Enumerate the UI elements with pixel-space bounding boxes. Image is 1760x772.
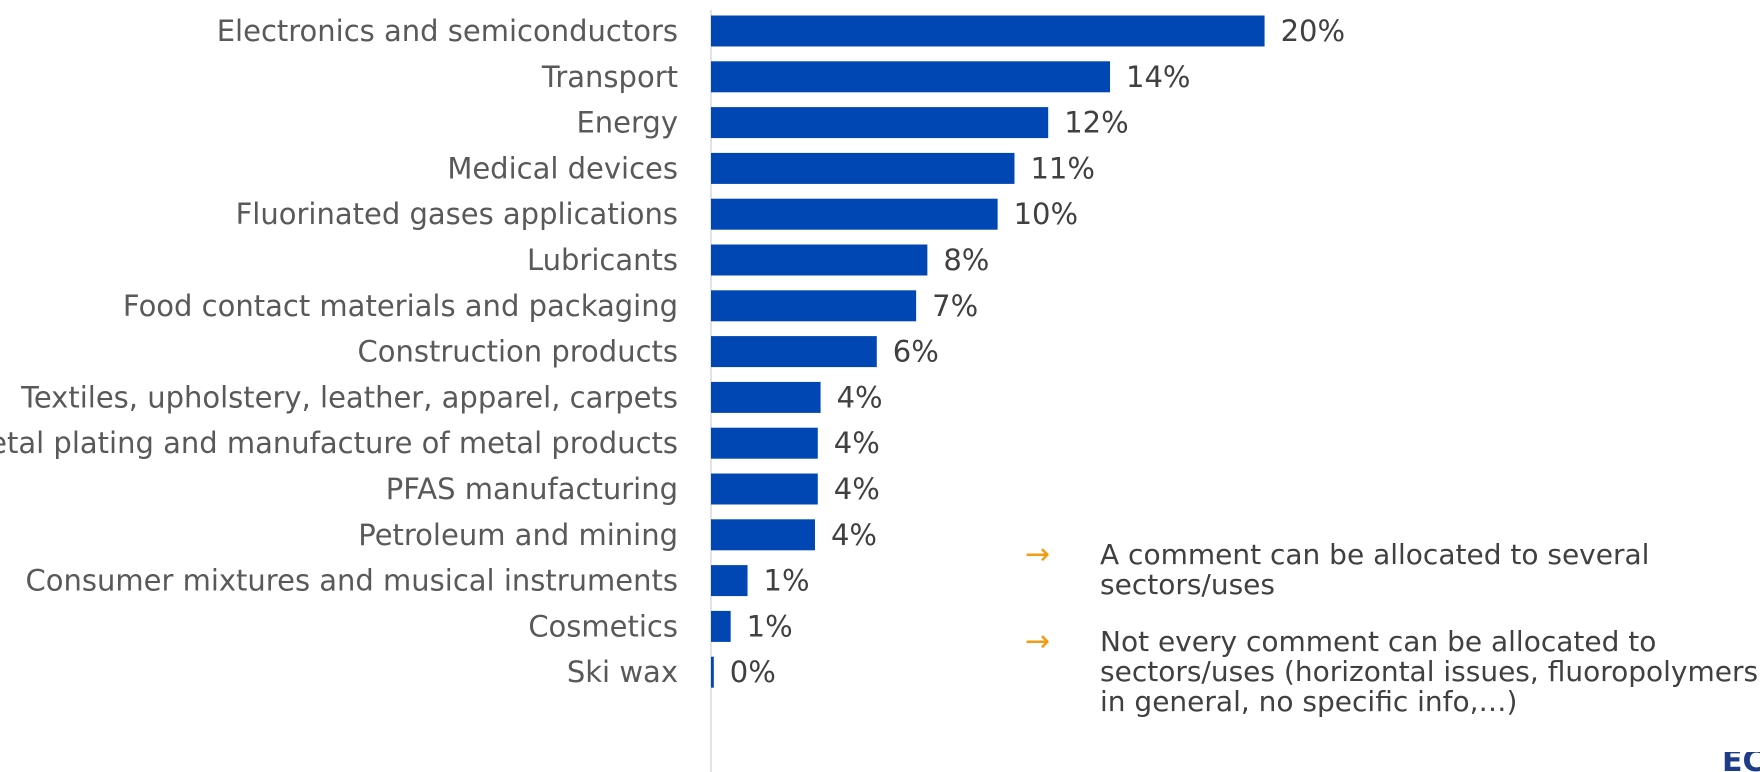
- category-label: Petroleum and mining: [358, 518, 678, 552]
- bar: [711, 473, 818, 505]
- category-label: Medical devices: [447, 151, 678, 185]
- category-label: Transport: [541, 60, 678, 94]
- value-label: 14%: [1126, 60, 1190, 94]
- bar: [711, 244, 928, 276]
- value-label: 11%: [1030, 151, 1094, 185]
- value-label: 0%: [730, 655, 776, 689]
- bar: [711, 198, 998, 230]
- bar: [711, 427, 818, 459]
- bar: [711, 61, 1111, 93]
- bar: [711, 656, 714, 688]
- bar: [711, 15, 1265, 47]
- value-label: 4%: [834, 472, 880, 506]
- category-label: PFAS manufacturing: [386, 472, 678, 506]
- logo: ECH: [1722, 752, 1760, 772]
- bar: [711, 381, 821, 413]
- value-label: 6%: [893, 335, 939, 369]
- category-label-group: Electronics and semiconductors Transport E…: [0, 14, 678, 689]
- category-label: Lubricants: [527, 243, 678, 277]
- bar: [711, 519, 815, 551]
- bar: [711, 152, 1015, 184]
- logo-text: ECH: [1722, 752, 1760, 772]
- category-label: Electronics and semiconductors: [217, 14, 678, 48]
- value-label: 4%: [831, 518, 877, 552]
- value-label: 10%: [1014, 197, 1078, 231]
- note-text: A comment can be allocated to several se…: [1100, 538, 1650, 601]
- bar: [711, 565, 748, 597]
- value-label-group: 20% 14% 12% 11% 10% 8% 7% 6% 4% 4% 4% 4% 1% 1% 0%: [730, 14, 1345, 689]
- value-label: 4%: [837, 380, 883, 414]
- arrow-right-icon: →: [1025, 537, 1051, 572]
- bar: [711, 107, 1049, 139]
- note-text: Not every comment can be allocated to se…: [1100, 625, 1759, 718]
- note-item: → A comment can be allocated to several …: [1015, 540, 1760, 600]
- category-label: Construction products: [357, 335, 678, 369]
- category-label: Fluorinated gases applications: [236, 197, 678, 231]
- bar: [711, 610, 731, 642]
- category-label: Cosmetics: [528, 609, 678, 643]
- category-label: Consumer mixtures and musical instrument…: [26, 564, 679, 598]
- value-label: 1%: [747, 609, 793, 643]
- value-label: 8%: [943, 243, 989, 277]
- category-label: Energy: [576, 106, 678, 140]
- bar: [711, 336, 877, 368]
- note-item: → Not every comment can be allocated to …: [1015, 627, 1760, 717]
- value-label: 20%: [1281, 14, 1345, 48]
- value-label: 1%: [764, 564, 810, 598]
- category-label: Textiles, upholstery, leather, apparel, …: [20, 380, 678, 414]
- value-label: 12%: [1064, 106, 1128, 140]
- category-label: Ski wax: [567, 655, 678, 689]
- value-label: 4%: [834, 426, 880, 460]
- category-label: Metal plating and manufacture of metal p…: [0, 426, 678, 460]
- arrow-right-icon: →: [1025, 624, 1051, 659]
- notes-panel: → A comment can be allocated to several …: [1015, 540, 1760, 744]
- bar-group: [711, 15, 1265, 688]
- value-label: 7%: [932, 289, 978, 323]
- category-label: Food contact materials and packaging: [123, 289, 678, 323]
- bar: [711, 290, 917, 322]
